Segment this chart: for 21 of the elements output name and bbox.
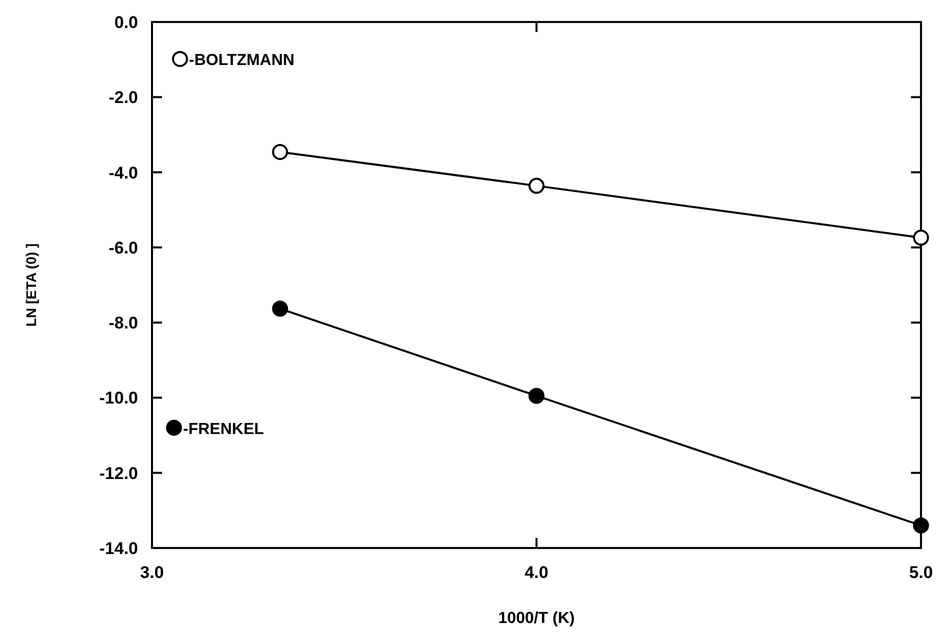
point	[272, 144, 288, 160]
legend-label: -BOLTZMANN	[189, 52, 294, 69]
y-tick-label: -2.0	[108, 88, 138, 108]
x-tick-label: 5.0	[909, 563, 933, 582]
y-tick-label: -8.0	[108, 314, 138, 333]
point	[272, 300, 288, 317]
point	[913, 230, 929, 246]
y-tick-label: -4.0	[108, 163, 138, 182]
y-tick-label: -6.0	[108, 238, 138, 258]
y-axis-title: LN [ETA (0) ]	[23, 243, 39, 327]
legend-label: -FRENKEL	[183, 420, 264, 438]
y-tick-label: -12.0	[99, 464, 138, 483]
y-tick-label: 0.0	[114, 13, 138, 32]
point	[528, 388, 544, 404]
x-tick-label: 3.0	[140, 563, 164, 582]
point	[528, 178, 544, 194]
y-tick-label: -10.0	[99, 388, 138, 408]
x-axis-title: 1000/T (K)	[498, 610, 575, 627]
y-tick-label: -14.0	[99, 539, 138, 558]
point	[913, 517, 929, 534]
x-tick-label: 4.0	[524, 563, 548, 582]
